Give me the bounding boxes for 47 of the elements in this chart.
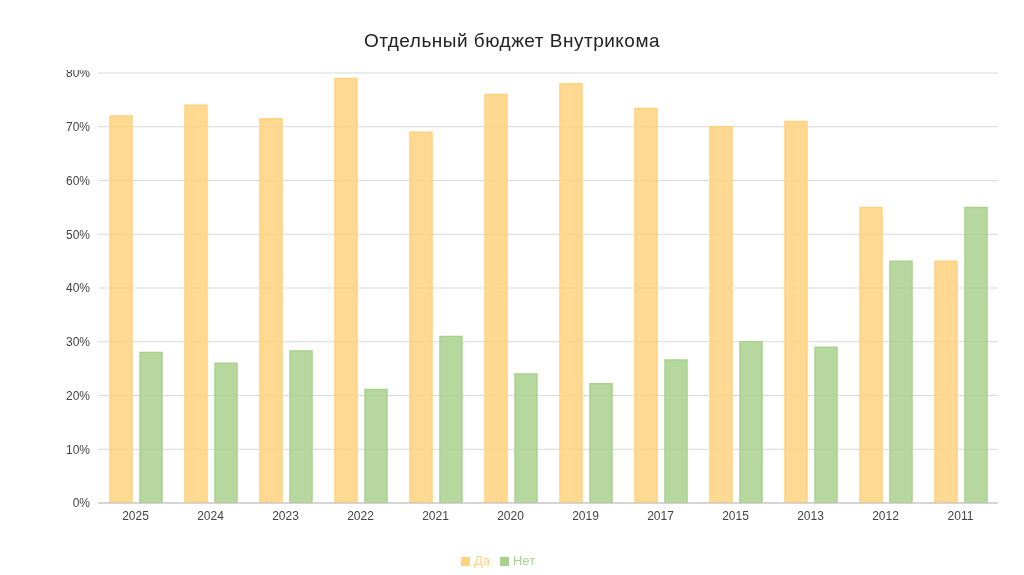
legend-label: Да — [473, 553, 490, 568]
bar — [814, 346, 838, 503]
bar — [964, 206, 988, 503]
bar — [184, 104, 208, 503]
y-tick-label: 0% — [72, 496, 91, 511]
bar — [409, 131, 433, 503]
bar — [739, 341, 763, 503]
bar — [934, 260, 958, 503]
x-tick-label: 2019 — [572, 508, 600, 523]
chart-title: Отдельный бюджет Внутрикома — [363, 30, 661, 51]
bar — [559, 83, 583, 503]
bar — [709, 126, 733, 503]
bar — [289, 350, 313, 503]
y-tick-label: 70% — [65, 120, 91, 135]
x-tick-label: 2011 — [947, 508, 974, 523]
bar — [514, 373, 538, 503]
bar — [139, 351, 163, 503]
legend-label: Нет — [512, 553, 536, 568]
bar — [784, 120, 808, 503]
y-tick-label: 10% — [65, 442, 91, 457]
bar — [334, 77, 358, 503]
y-tick-label: 60% — [65, 173, 91, 188]
bar — [589, 382, 613, 503]
y-tick-label: 20% — [65, 388, 91, 403]
y-tick-label: 40% — [65, 281, 91, 296]
x-tick-label: 2015 — [722, 508, 750, 523]
bar — [859, 206, 883, 503]
x-tick-label: 2021 — [422, 508, 450, 523]
bar — [484, 93, 508, 503]
x-tick-label: 2013 — [797, 508, 825, 523]
bar — [259, 117, 283, 503]
bar — [439, 335, 463, 503]
x-tick-label: 2012 — [872, 508, 900, 523]
bar — [214, 362, 238, 503]
x-tick-label: 2025 — [122, 508, 150, 523]
bar — [109, 115, 133, 503]
y-tick-label: 30% — [65, 335, 91, 350]
x-tick-label: 2022 — [347, 508, 375, 523]
bar — [664, 359, 688, 503]
x-tick-label: 2017 — [647, 508, 675, 523]
x-tick-label: 2023 — [272, 508, 300, 523]
bar — [889, 260, 913, 503]
bar — [634, 107, 658, 503]
x-tick-label: 2020 — [497, 508, 525, 523]
y-tick-label: 50% — [65, 227, 91, 242]
x-tick-label: 2024 — [197, 508, 225, 523]
bar — [364, 388, 388, 503]
